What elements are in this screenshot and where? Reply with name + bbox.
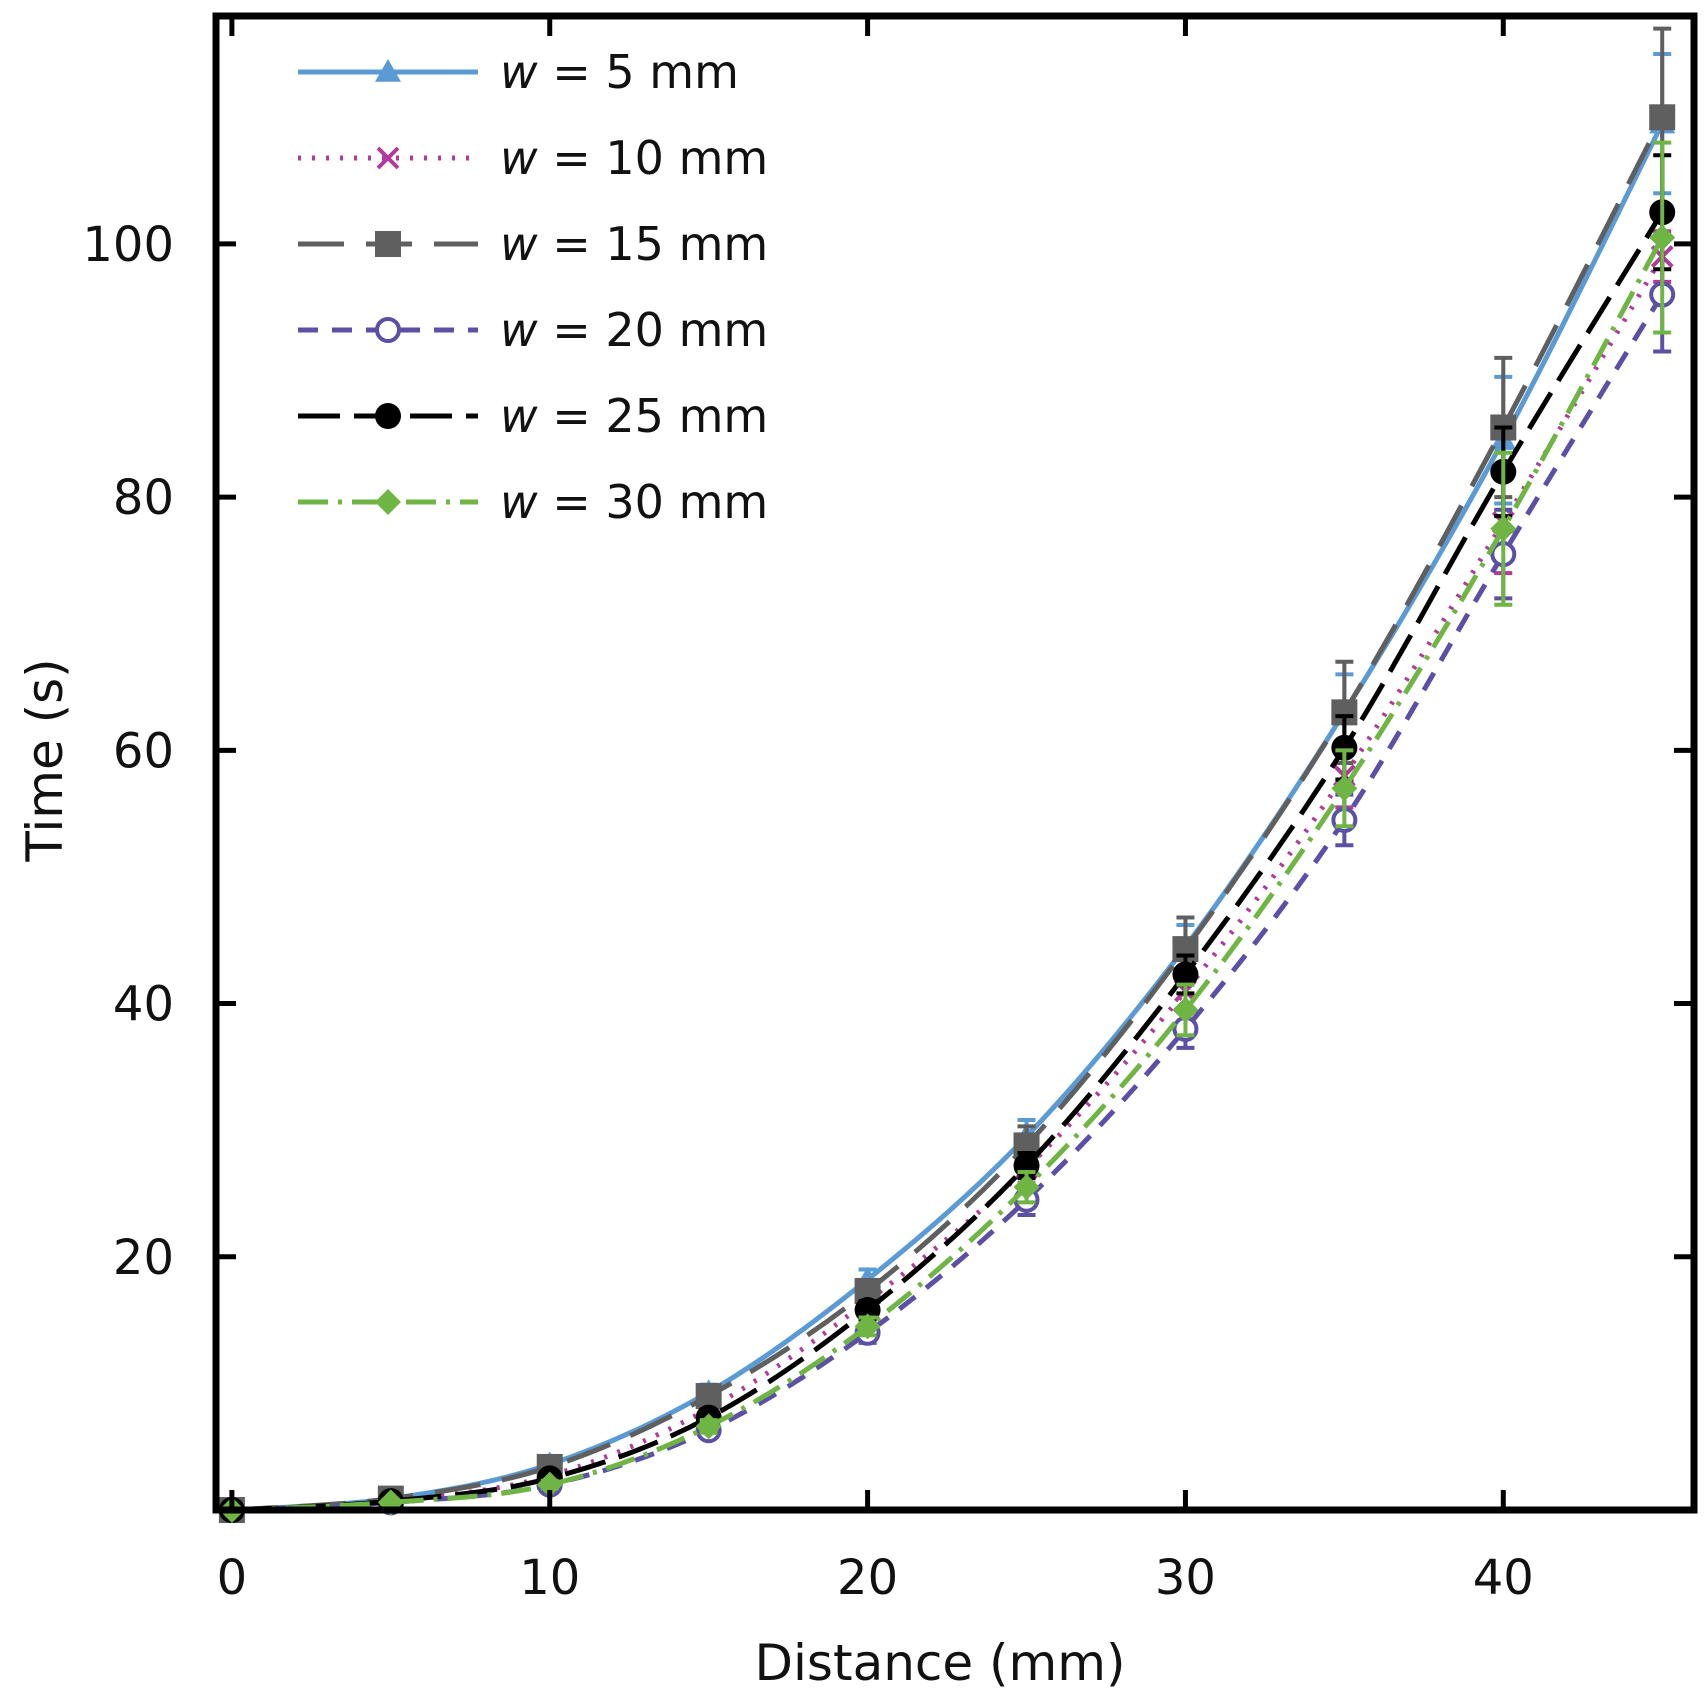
- y-tick-label: 20: [113, 1230, 174, 1286]
- series-line: [231, 116, 1665, 1513]
- legend-item: w = 25 mm: [298, 389, 768, 443]
- legend-label-value: = 30 mm: [538, 475, 769, 529]
- legend-marker: [376, 146, 400, 170]
- legend-marker: [375, 59, 401, 82]
- y-tick-label: 60: [113, 723, 174, 779]
- data-point: [1331, 775, 1358, 802]
- data-point: [1649, 224, 1676, 251]
- x-tick-label: 40: [1473, 1550, 1534, 1606]
- legend-label-value: = 25 mm: [538, 389, 769, 443]
- legend-label-variable: w: [500, 303, 538, 357]
- x-tick-label: 20: [837, 1550, 898, 1606]
- series-line: [231, 293, 1665, 1513]
- legend-item: w = 30 mm: [298, 475, 768, 529]
- legend-label-variable: w: [500, 131, 538, 185]
- legend-label-variable: w: [500, 475, 538, 529]
- series-4-group: [218, 235, 1676, 1523]
- y-tick-label: 100: [82, 217, 174, 273]
- legend-label-variable: w: [500, 217, 538, 271]
- data-point: [1013, 1174, 1040, 1201]
- data-point: [1331, 734, 1358, 761]
- legend-label-value: = 15 mm: [538, 217, 769, 271]
- x-tick-label: 30: [1155, 1550, 1216, 1606]
- series-6-group: [218, 140, 1676, 1523]
- legend-label: w = 30 mm: [500, 475, 768, 529]
- x-tick-label: 0: [217, 1550, 248, 1606]
- legend-marker: [375, 403, 401, 429]
- data-point: [536, 1471, 563, 1498]
- legend-label: w = 25 mm: [500, 389, 768, 443]
- y-tick-label: 80: [113, 470, 174, 526]
- series-2-group: [220, 229, 1674, 1522]
- x-tick-label: 10: [519, 1550, 580, 1606]
- legend-item: w = 10 mm: [298, 131, 768, 185]
- legend: w = 5 mmw = 10 mmw = 15 mmw = 20 mmw = 2…: [298, 45, 768, 529]
- legend-item: w = 5 mm: [298, 45, 739, 99]
- data-point: [1490, 515, 1517, 542]
- legend-label-value: = 5 mm: [538, 45, 739, 99]
- series-3-group: [218, 26, 1676, 1523]
- legend-label: w = 20 mm: [500, 303, 768, 357]
- legend-marker: [375, 489, 401, 515]
- data-point: [1649, 104, 1676, 131]
- legend-marker: [375, 317, 401, 343]
- legend-label-value: = 10 mm: [538, 131, 769, 185]
- series-5-group: [218, 153, 1676, 1523]
- data-point: [854, 1313, 881, 1340]
- y-tick-label: 40: [113, 977, 174, 1033]
- legend-label-value: = 20 mm: [538, 303, 769, 357]
- legend-label: w = 15 mm: [500, 217, 768, 271]
- plot-frame: [212, 12, 1698, 1514]
- legend-label: w = 5 mm: [500, 45, 739, 99]
- legend-label: w = 10 mm: [500, 131, 768, 185]
- legend-label-variable: w: [500, 45, 538, 99]
- data-point: [695, 1413, 722, 1440]
- data-point: [1172, 996, 1199, 1023]
- legend-item: w = 15 mm: [298, 217, 768, 271]
- legend-label-variable: w: [500, 389, 538, 443]
- data-point: [1172, 961, 1199, 988]
- series-line: [231, 236, 1665, 1513]
- y-axis-title: Time (s): [16, 658, 74, 862]
- legend-item: w = 20 mm: [298, 303, 768, 357]
- series-line: [231, 255, 1665, 1513]
- series-line: [231, 210, 1665, 1513]
- series-1-group: [218, 51, 1676, 1520]
- x-axis-title: Distance (mm): [755, 1634, 1126, 1692]
- legend-marker: [375, 231, 401, 257]
